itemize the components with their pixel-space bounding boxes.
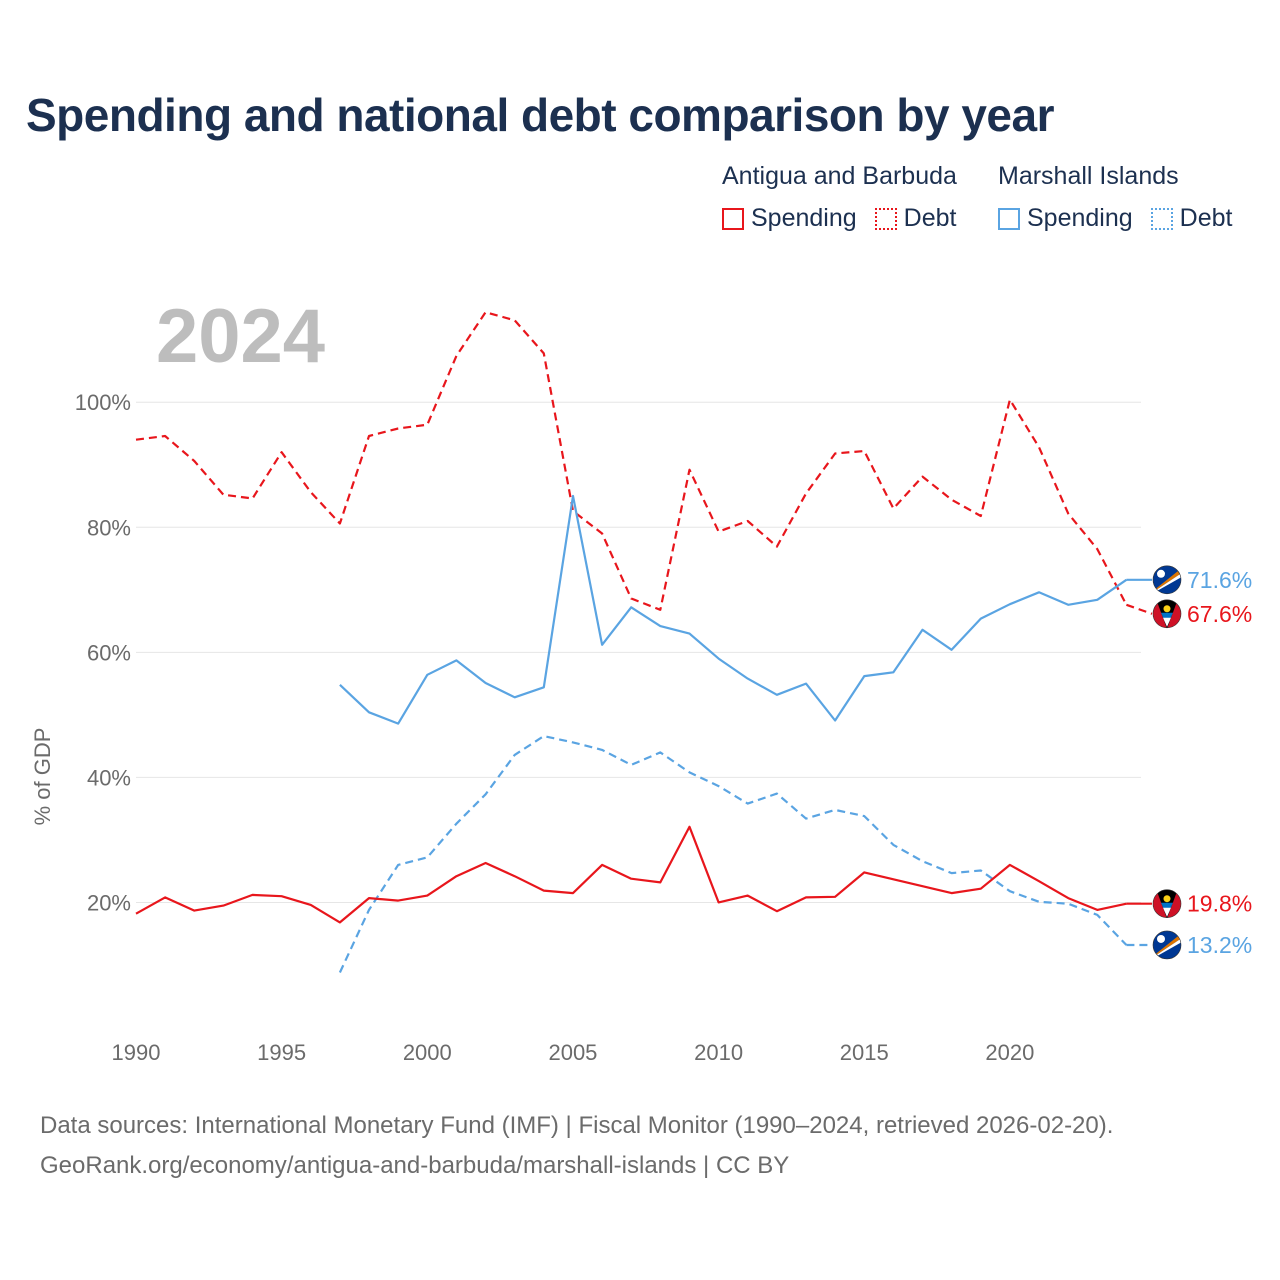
y-tick-label-40: 40% (87, 765, 131, 790)
flag-icon-marshall-islands-spending (1152, 565, 1182, 595)
legend-label-antigua-debt: Debt (903, 204, 957, 232)
legend-label-marshall-spending: Spending (1027, 204, 1133, 232)
legend-group-marshall: Marshall Islands Spending Debt (998, 162, 1250, 233)
legend-country-marshall: Marshall Islands (998, 162, 1179, 190)
x-tick-label-2015: 2015 (840, 1040, 889, 1065)
y-tick-label-60: 60% (87, 640, 131, 665)
legend-label-antigua-spending: Spending (751, 204, 857, 232)
legend-swatch-antigua-debt (874, 207, 897, 230)
legend-label-marshall-debt: Debt (1179, 204, 1233, 232)
footer: Data sources: International Monetary Fun… (40, 1106, 1113, 1186)
year-label: 2024 (156, 294, 325, 379)
end-label-marshall-islands-debt: 13.2% (1187, 932, 1252, 958)
x-tick-label-2020: 2020 (985, 1040, 1034, 1065)
legend-group-antigua: Antigua and Barbuda Spending Debt (722, 162, 974, 233)
flag-icon-marshall-islands-debt (1152, 930, 1182, 960)
y-axis-label: % of GDP (30, 728, 55, 826)
legend-country-antigua: Antigua and Barbuda (722, 162, 957, 190)
legend-item-marshall-debt[interactable]: Debt (1150, 204, 1233, 233)
end-label-marshall-islands-spending: 71.6% (1187, 567, 1252, 593)
x-tick-label-2010: 2010 (694, 1040, 743, 1065)
end-connector-antigua-and-barbuda-debt (1126, 603, 1153, 615)
series-line-marshall-islands-debt (338, 734, 1128, 973)
x-tick-label-1995: 1995 (257, 1040, 306, 1065)
end-label-antigua-and-barbuda-spending: 19.8% (1187, 891, 1252, 917)
series-line-marshall-islands-spending (339, 494, 1128, 725)
end-label-antigua-and-barbuda-debt: 67.6% (1187, 601, 1252, 627)
x-tick-label-1990: 1990 (112, 1040, 161, 1065)
series-line-antigua-and-barbuda-debt (135, 311, 1128, 611)
y-tick-label-100: 100% (75, 390, 131, 415)
attribution-text: GeoRank.org/economy/antigua-and-barbuda/… (40, 1152, 790, 1179)
series-line-antigua-and-barbuda-spending (135, 825, 1127, 924)
data-source-text: Data sources: International Monetary Fun… (40, 1112, 1114, 1139)
legend-item-marshall-spending[interactable]: Spending (998, 204, 1133, 233)
legend-swatch-marshall-debt (1150, 207, 1173, 230)
flag-icon-antigua-and-barbuda-debt (1152, 599, 1182, 629)
legend-swatch-antigua-spending (722, 207, 744, 230)
y-tick-label-20: 20% (87, 890, 131, 915)
x-tick-label-2000: 2000 (403, 1040, 452, 1065)
flag-icon-antigua-and-barbuda-spending (1152, 889, 1182, 918)
legend-item-antigua-spending[interactable]: Spending (722, 204, 857, 233)
legend-swatch-marshall-spending (998, 207, 1020, 230)
x-tick-label-2005: 2005 (548, 1040, 597, 1065)
legend-item-antigua-debt[interactable]: Debt (874, 204, 957, 233)
chart-title: Spending and national debt comparison by… (26, 89, 1055, 141)
y-tick-label-80: 80% (87, 515, 131, 540)
